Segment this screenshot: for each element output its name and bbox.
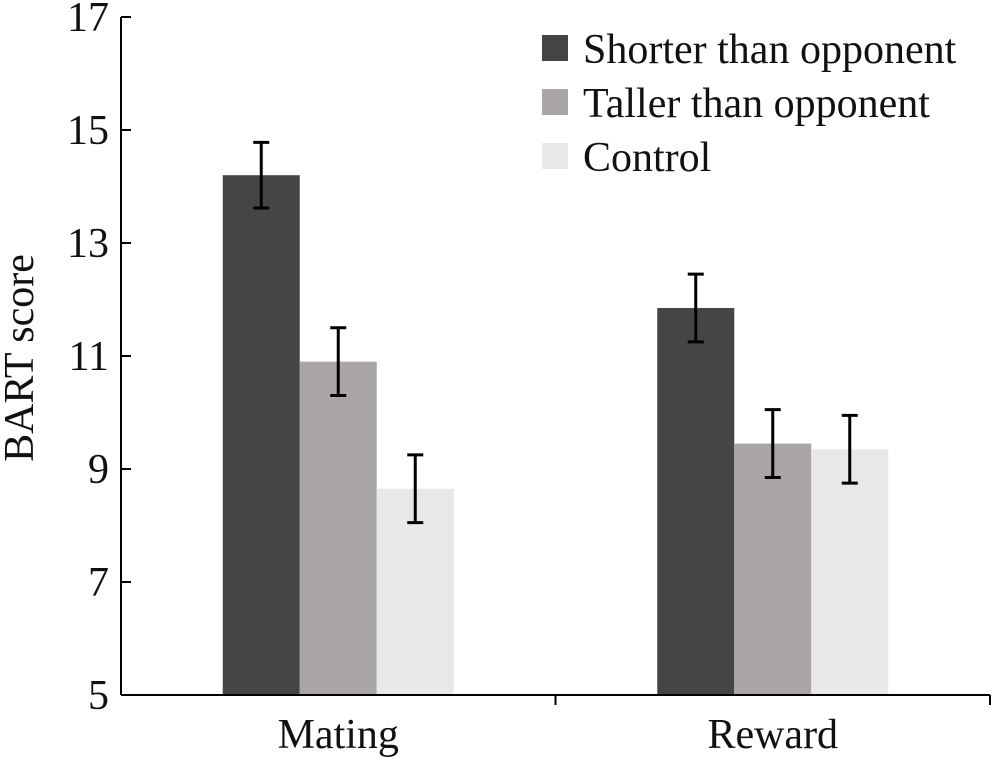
y-tick-label-7: 7	[88, 560, 109, 606]
y-tick-label-9: 9	[88, 447, 109, 493]
bar-mating-shorter-than-opponent	[222, 175, 300, 695]
error-bar-mating-2	[407, 453, 424, 525]
error-bar-mating-0	[253, 140, 270, 210]
legend: Shorter than opponent Taller than opponen…	[542, 27, 957, 181]
bar-reward-control	[811, 449, 889, 695]
error-bar-mating-1	[330, 326, 347, 398]
bar-reward-taller-than-opponent	[734, 443, 812, 695]
legend-swatch-0	[542, 35, 568, 61]
y-ticks-layer: 5 7 9 11 13 15 17	[67, 0, 131, 719]
legend-label-1: Taller than opponent	[583, 81, 930, 127]
legend-swatch-2	[542, 143, 568, 169]
error-bar-reward-0	[687, 272, 704, 344]
category-labels-layer: Mating Reward	[278, 712, 838, 757]
bars-layer	[222, 175, 889, 695]
error-bar-reward-2	[841, 413, 858, 485]
y-tick-label-15: 15	[67, 108, 109, 154]
bar-reward-shorter-than-opponent	[657, 307, 735, 695]
error-bars-layer	[253, 140, 858, 525]
y-tick-label-13: 13	[67, 221, 109, 267]
legend-label-2: Control	[583, 135, 711, 181]
y-tick-label-17: 17	[67, 0, 109, 41]
x-category-label-mating: Mating	[278, 712, 399, 757]
legend-swatch-1	[542, 89, 568, 115]
x-category-label-reward: Reward	[707, 712, 838, 757]
legend-label-0: Shorter than opponent	[583, 27, 957, 73]
bar-mating-taller-than-opponent	[299, 361, 377, 695]
error-bar-reward-1	[764, 408, 781, 479]
y-tick-label-5: 5	[88, 673, 109, 719]
y-axis-title: BART score	[0, 254, 43, 462]
y-tick-label-11: 11	[69, 334, 109, 380]
